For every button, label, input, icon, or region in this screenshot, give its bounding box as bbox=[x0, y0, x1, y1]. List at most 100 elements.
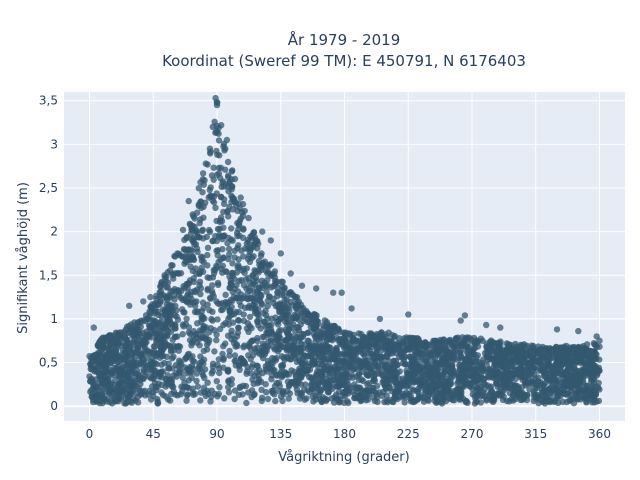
data-point bbox=[258, 397, 265, 405]
data-point bbox=[164, 322, 171, 330]
data-point bbox=[510, 347, 517, 354]
data-point bbox=[101, 334, 108, 341]
data-point bbox=[364, 381, 371, 388]
data-point bbox=[595, 397, 603, 405]
data-point bbox=[109, 353, 116, 360]
data-point bbox=[345, 382, 352, 389]
data-point bbox=[263, 389, 270, 396]
data-point bbox=[95, 351, 103, 359]
data-point bbox=[294, 309, 301, 317]
data-point bbox=[523, 396, 531, 404]
data-point bbox=[431, 355, 439, 362]
data-point bbox=[298, 340, 305, 348]
data-point bbox=[223, 136, 231, 144]
data-point bbox=[569, 358, 577, 365]
data-point bbox=[348, 305, 355, 312]
data-point bbox=[177, 294, 184, 301]
data-point bbox=[230, 197, 237, 205]
data-point bbox=[350, 331, 357, 338]
data-point bbox=[225, 321, 232, 328]
data-point bbox=[522, 359, 529, 366]
data-point bbox=[122, 326, 130, 333]
data-point bbox=[577, 373, 585, 380]
data-point bbox=[236, 264, 243, 271]
data-point bbox=[447, 373, 454, 380]
data-point bbox=[197, 290, 204, 298]
data-point bbox=[480, 356, 487, 363]
data-point bbox=[391, 368, 398, 375]
data-point bbox=[206, 329, 213, 336]
data-point bbox=[184, 298, 191, 305]
data-point bbox=[210, 199, 218, 206]
data-point bbox=[502, 369, 509, 376]
data-point bbox=[445, 365, 453, 372]
data-point bbox=[228, 327, 235, 334]
data-point bbox=[218, 122, 225, 129]
data-point bbox=[115, 397, 122, 405]
data-point bbox=[340, 399, 348, 406]
data-point bbox=[360, 387, 367, 394]
data-point bbox=[381, 343, 388, 351]
data-point bbox=[197, 268, 204, 275]
data-point bbox=[150, 347, 158, 355]
data-point bbox=[295, 298, 302, 305]
data-point bbox=[174, 316, 182, 323]
data-point bbox=[276, 307, 283, 315]
data-point bbox=[140, 298, 147, 305]
data-point bbox=[305, 363, 313, 370]
data-point bbox=[263, 329, 270, 336]
data-point bbox=[494, 375, 502, 383]
data-point bbox=[280, 354, 287, 361]
data-point bbox=[318, 398, 325, 405]
data-point bbox=[169, 262, 176, 269]
data-point bbox=[243, 399, 250, 407]
data-point bbox=[193, 370, 200, 377]
data-point bbox=[197, 397, 204, 404]
data-point bbox=[422, 388, 430, 396]
data-point bbox=[179, 388, 186, 395]
data-point bbox=[213, 331, 220, 338]
data-point bbox=[429, 365, 436, 373]
data-point bbox=[418, 369, 425, 376]
data-point bbox=[301, 357, 308, 365]
data-point bbox=[170, 353, 177, 360]
data-point bbox=[209, 317, 216, 324]
data-point bbox=[351, 381, 358, 388]
y-tick-labels: 0 0,5 1 1,5 2 2,5 3 3,5 bbox=[39, 94, 58, 413]
data-point bbox=[235, 324, 242, 331]
data-point bbox=[529, 353, 537, 361]
data-point bbox=[231, 395, 238, 403]
data-point bbox=[584, 395, 592, 403]
data-point bbox=[174, 392, 181, 399]
data-point bbox=[313, 371, 321, 378]
data-point bbox=[525, 375, 532, 382]
data-point bbox=[298, 282, 306, 289]
data-point bbox=[108, 380, 115, 387]
data-point bbox=[181, 253, 189, 261]
data-point bbox=[307, 323, 314, 331]
data-point bbox=[267, 271, 274, 278]
data-point bbox=[254, 337, 261, 345]
data-point bbox=[464, 343, 471, 350]
data-point bbox=[338, 289, 345, 296]
data-point bbox=[145, 391, 152, 398]
data-point bbox=[275, 317, 282, 325]
data-point bbox=[281, 297, 288, 304]
data-point bbox=[234, 207, 241, 215]
data-point bbox=[164, 279, 172, 286]
data-point bbox=[270, 343, 277, 351]
data-point bbox=[307, 342, 314, 349]
y-tick-label: 3 bbox=[50, 137, 58, 151]
data-point bbox=[596, 337, 603, 344]
data-point bbox=[383, 350, 391, 358]
chart-title-line1: År 1979 - 2019 bbox=[288, 30, 401, 49]
data-point bbox=[172, 325, 179, 332]
data-point bbox=[213, 378, 220, 385]
data-point bbox=[445, 355, 453, 362]
data-point bbox=[383, 333, 390, 341]
data-point bbox=[222, 145, 229, 152]
data-point bbox=[485, 373, 493, 380]
data-point bbox=[370, 394, 377, 401]
data-point bbox=[266, 364, 273, 371]
data-point bbox=[198, 257, 206, 264]
